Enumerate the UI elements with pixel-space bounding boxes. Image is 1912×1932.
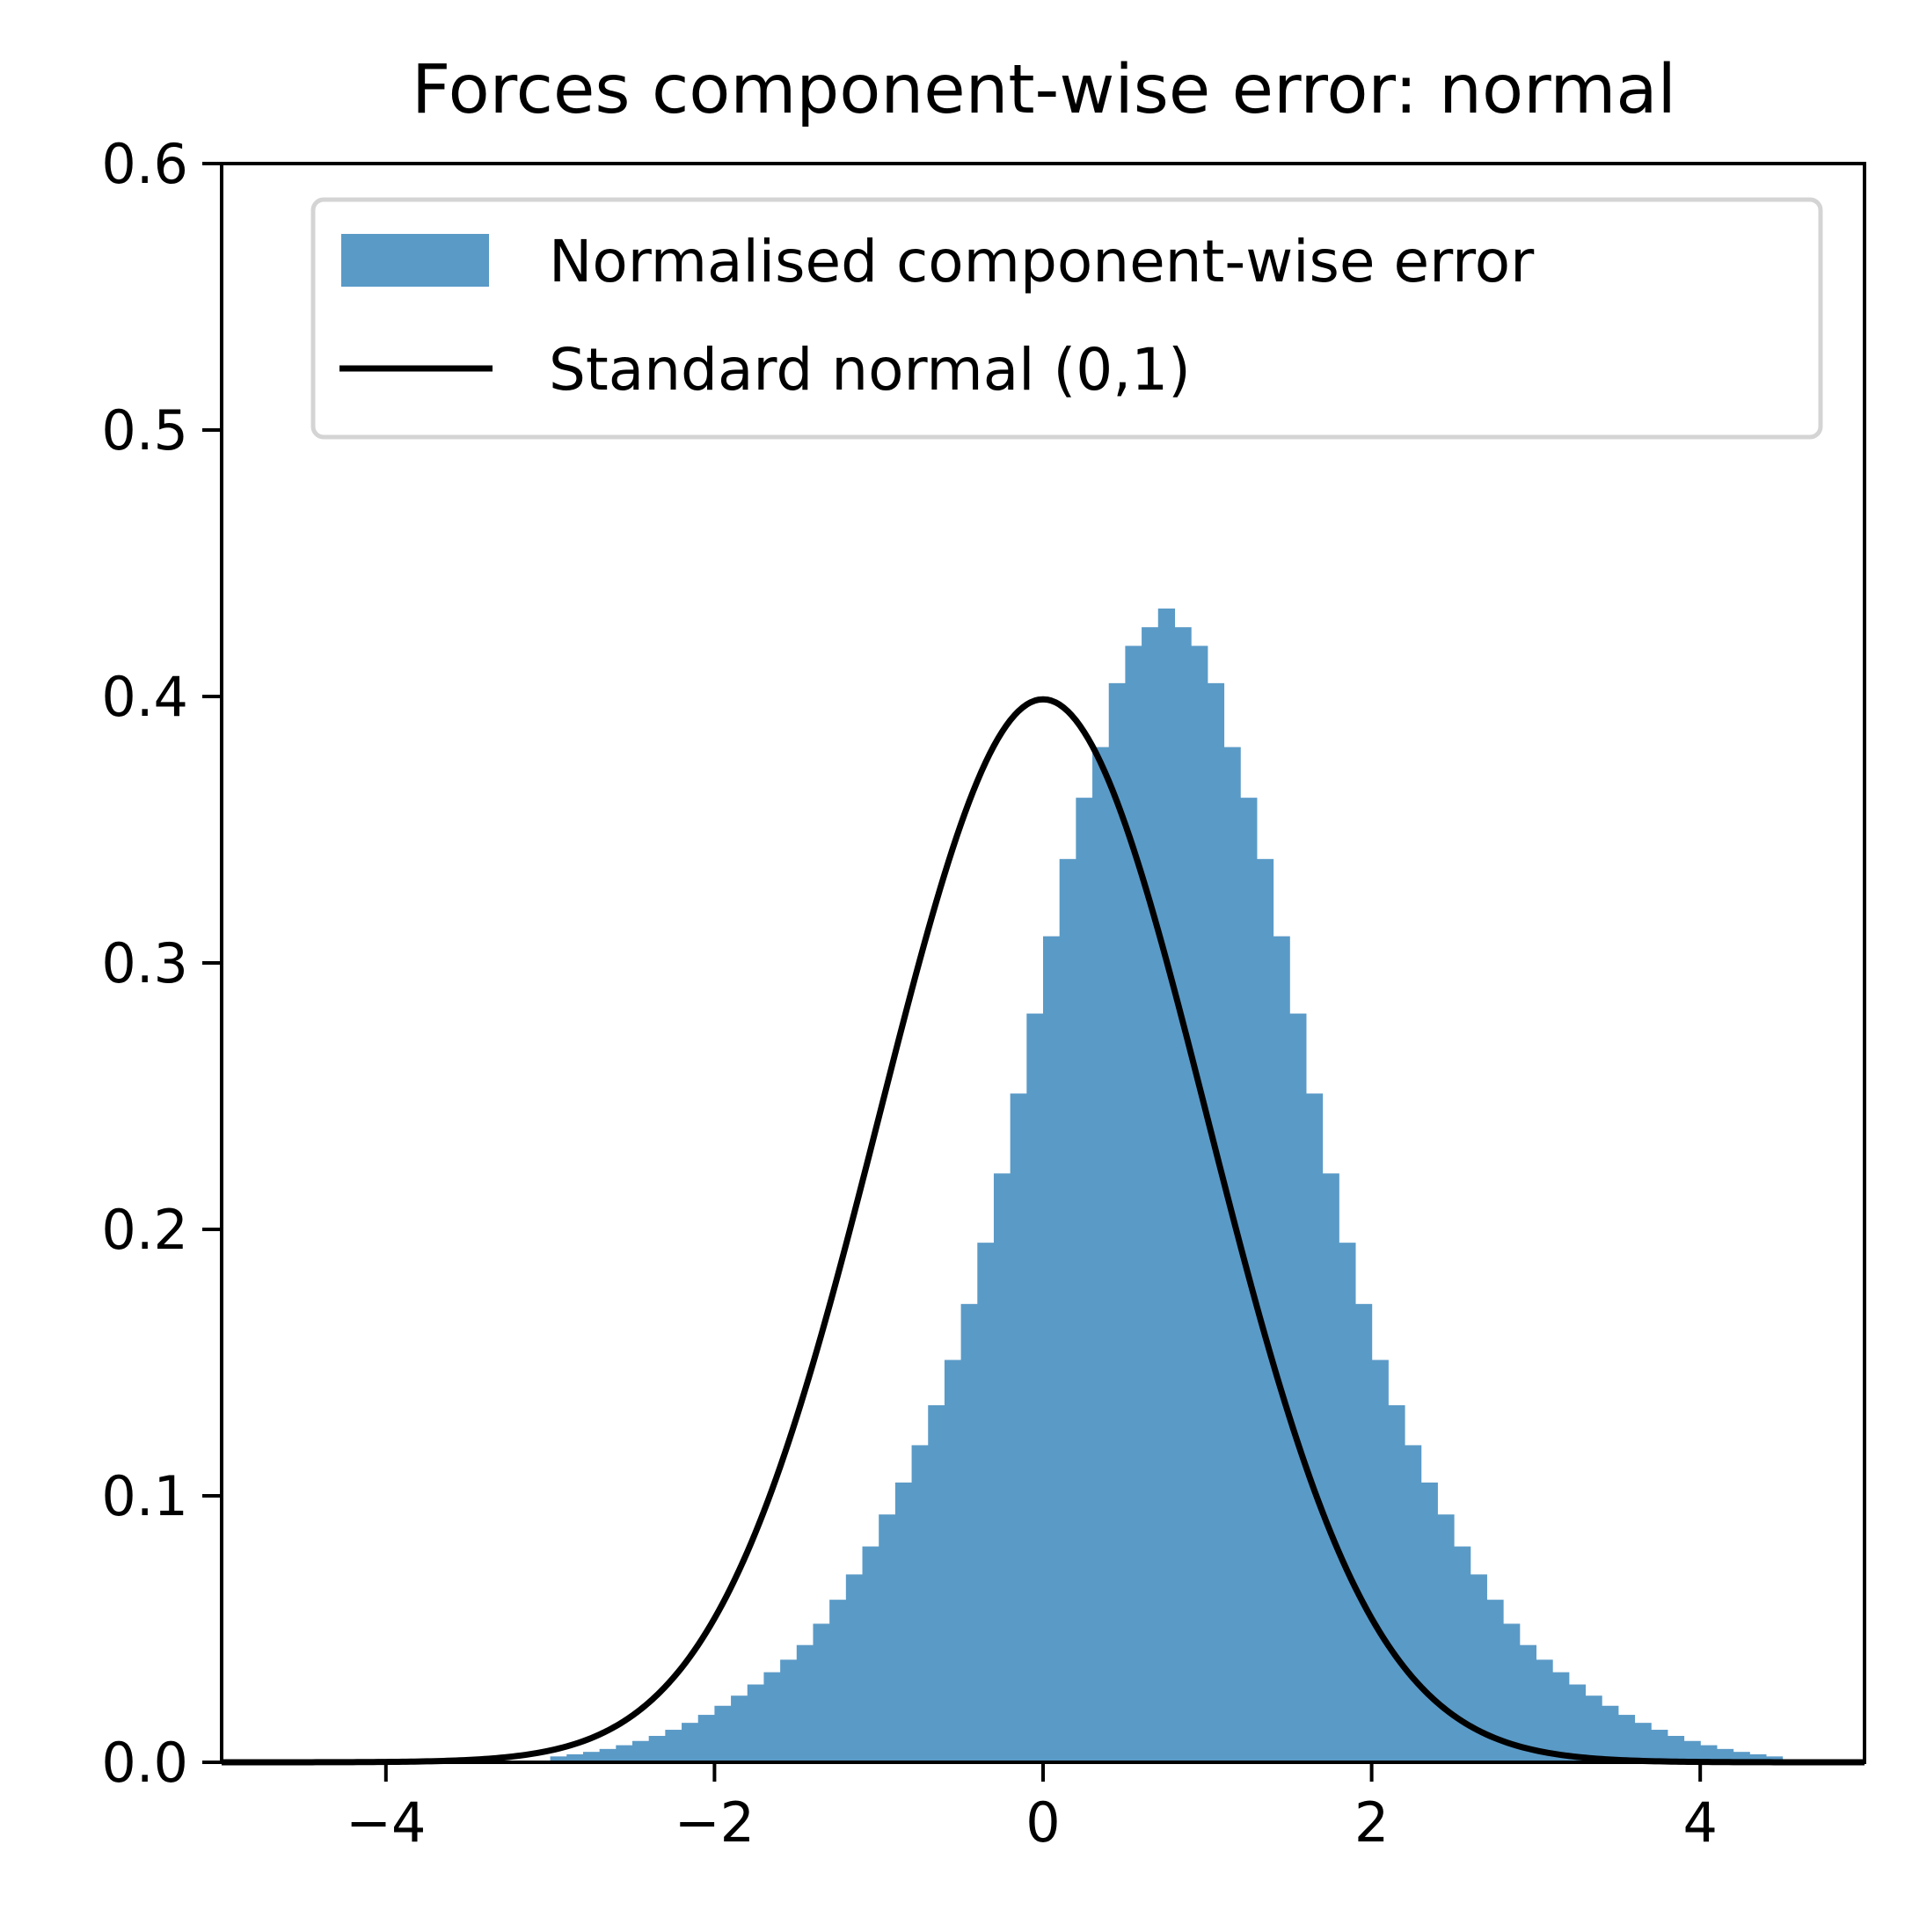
y-tick-label: 0.2: [101, 1198, 188, 1262]
histogram-bar: [845, 1574, 864, 1762]
histogram-bar: [1289, 1013, 1307, 1762]
histogram-bar: [1454, 1546, 1471, 1762]
histogram-bar: [1157, 609, 1176, 1762]
y-axis: 0.0 0.1 0.2 0.3 0.4 0.5 0.6: [101, 132, 222, 1795]
histogram-bar: [763, 1672, 781, 1762]
x-tick-label: 0: [1025, 1790, 1060, 1855]
histogram-bar: [1010, 1093, 1027, 1762]
histogram-bar: [714, 1705, 732, 1762]
histogram-bar: [944, 1360, 962, 1762]
histogram-bar: [1322, 1173, 1339, 1762]
legend-normal-label: Standard normal (0,1): [549, 336, 1191, 404]
histogram-bar: [665, 1730, 682, 1762]
histogram-bar: [1371, 1360, 1389, 1762]
histogram-bar: [829, 1600, 847, 1762]
histogram-bar: [1125, 645, 1142, 1763]
histogram-bar: [960, 1303, 978, 1762]
histogram-bar: [1733, 1752, 1750, 1762]
histogram-bar: [616, 1745, 633, 1762]
x-tick-label: −4: [346, 1790, 426, 1855]
histogram-bar: [1207, 682, 1225, 1762]
y-tick-label: 0.3: [101, 931, 188, 995]
histogram-bar: [796, 1644, 814, 1762]
histogram-bar: [1585, 1695, 1602, 1762]
histogram-bar: [550, 1756, 567, 1762]
histogram-bar: [1568, 1684, 1587, 1762]
legend-box: [310, 197, 1823, 440]
histogram-bar: [582, 1752, 601, 1762]
histogram-bar: [1437, 1514, 1455, 1762]
histogram-bar: [731, 1695, 748, 1762]
histogram-bar: [1700, 1745, 1718, 1762]
histogram-bar: [1092, 747, 1110, 1762]
y-tick-label: 0.6: [101, 132, 188, 196]
histogram-bar: [648, 1736, 666, 1762]
y-tick-label: 0.1: [101, 1464, 188, 1528]
histogram-bar: [1174, 627, 1192, 1762]
histogram-bar: [1043, 936, 1061, 1762]
histogram-bar: [1470, 1574, 1487, 1762]
histogram-bar: [813, 1623, 830, 1762]
y-tick-label: 0.4: [101, 665, 188, 729]
x-tick-label: −2: [675, 1790, 755, 1855]
histogram-bar: [1617, 1715, 1636, 1762]
histogram-bar: [1354, 1303, 1373, 1762]
histogram-bar: [879, 1514, 896, 1762]
histogram-bar: [1223, 747, 1241, 1762]
histogram-bar: [1683, 1740, 1701, 1762]
y-tick-label: 0.0: [101, 1731, 188, 1795]
histogram-bar: [1634, 1723, 1652, 1762]
y-tick-label: 0.5: [101, 398, 188, 463]
histogram-bar: [599, 1748, 617, 1762]
legend: Normalised component-wise error Standard…: [310, 197, 1823, 440]
histogram-bar: [1536, 1659, 1553, 1762]
histogram-bar: [1602, 1705, 1619, 1762]
histogram-bar: [747, 1684, 765, 1762]
chart-title: Forces component-wise error: normal: [412, 51, 1676, 129]
histogram-bar: [862, 1546, 879, 1762]
histogram-bar: [1142, 627, 1159, 1762]
histogram-bar: [977, 1243, 995, 1762]
histogram-bar: [928, 1404, 945, 1762]
histogram-bar: [1076, 798, 1093, 1762]
histogram-bar: [1339, 1243, 1356, 1762]
histogram-bar: [911, 1445, 929, 1762]
histogram-bar: [1420, 1482, 1438, 1762]
histogram-bar: [697, 1715, 715, 1762]
histogram-bar: [1749, 1753, 1767, 1762]
histogram-bar: [566, 1753, 584, 1762]
histogram-bar: [1552, 1672, 1570, 1762]
histogram-bar: [1026, 1013, 1044, 1762]
histogram-bar: [993, 1173, 1011, 1762]
legend-histogram-label: Normalised component-wise error: [549, 228, 1535, 295]
histogram-bar: [780, 1659, 798, 1762]
histogram-bar: [1256, 858, 1274, 1762]
histogram-bars: [550, 609, 1784, 1763]
x-axis: −4 −2 0 2 4: [346, 1762, 1718, 1855]
legend-histogram-swatch: [341, 234, 489, 287]
histogram-bar: [682, 1723, 699, 1762]
standard-normal-curve: [221, 696, 1865, 1766]
x-tick-label: 4: [1682, 1790, 1717, 1855]
histogram-bar: [894, 1482, 913, 1762]
histogram-bar: [1191, 645, 1208, 1763]
histogram-bar: [1059, 858, 1076, 1762]
histogram-bar: [1273, 936, 1290, 1762]
histogram-bar: [1388, 1404, 1405, 1762]
histogram-bar: [1305, 1093, 1324, 1762]
histogram-bar: [1519, 1644, 1536, 1762]
histogram-bar: [1716, 1748, 1734, 1762]
histogram-bar: [1404, 1445, 1422, 1762]
histogram-bar: [1486, 1600, 1504, 1762]
histogram-bar: [1651, 1730, 1668, 1762]
histogram-bar: [1503, 1623, 1521, 1762]
histogram-bar: [1667, 1736, 1685, 1762]
histogram-bar: [1108, 682, 1126, 1762]
x-tick-label: 2: [1354, 1790, 1389, 1855]
histogram-bar: [632, 1740, 650, 1762]
